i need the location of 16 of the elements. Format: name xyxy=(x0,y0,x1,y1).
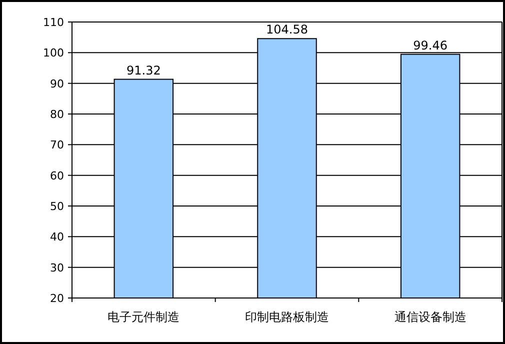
y-tick-label: 60 xyxy=(50,169,64,182)
y-tick-label: 50 xyxy=(50,200,64,213)
y-tick-label: 80 xyxy=(50,108,64,121)
data-label: 104.58 xyxy=(266,22,308,37)
x-tick-label: 通信设备制造 xyxy=(394,310,466,324)
data-label: 91.32 xyxy=(126,63,161,78)
y-tick-label: 20 xyxy=(50,292,64,305)
y-tick-label: 90 xyxy=(50,77,64,90)
y-tick-label: 30 xyxy=(50,261,64,274)
y-tick-label: 40 xyxy=(50,230,64,244)
y-tick-label: 110 xyxy=(43,16,64,29)
x-tick-label: 电子元件制造 xyxy=(108,310,180,324)
y-tick-label: 70 xyxy=(50,138,64,152)
x-tick-label: 印制电路板制造 xyxy=(245,310,329,324)
y-tick-label: 100 xyxy=(43,46,64,60)
data-label: 99.46 xyxy=(413,38,448,52)
